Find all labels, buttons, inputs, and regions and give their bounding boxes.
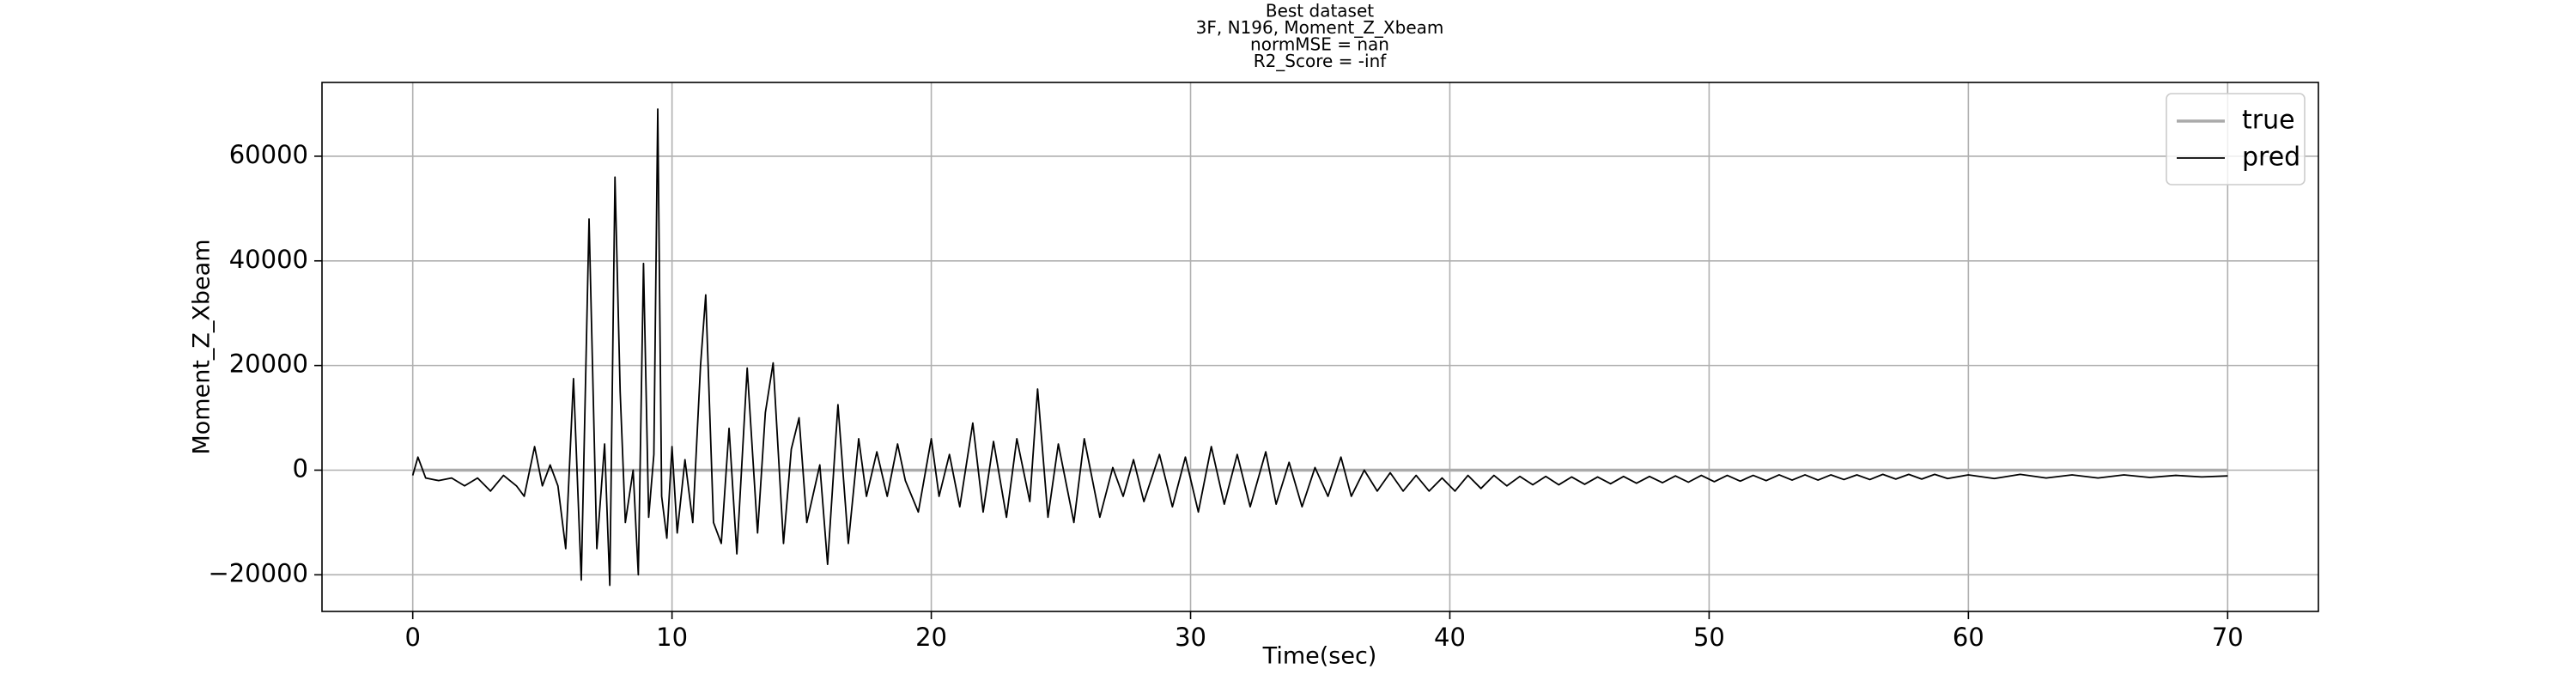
data-line — [411, 108, 2228, 587]
x-tick-label: 50 — [1693, 623, 1725, 652]
legend-frame — [2166, 93, 2306, 185]
x-axis-label: Time(sec) — [1262, 643, 1377, 670]
chart-title: R2_Score = -inf — [1254, 51, 1388, 71]
y-axis-label: Moment_Z_Xbeam — [189, 239, 216, 454]
y-tick-label: 60000 — [229, 140, 308, 169]
chart-title: 3F, N196, Moment_Z_Xbeam — [1196, 17, 1444, 38]
x-tick-label: 30 — [1175, 623, 1206, 652]
x-tick-label: 60 — [1953, 623, 1984, 652]
x-tick-label: 20 — [915, 623, 947, 652]
chart-title: Best dataset — [1266, 1, 1374, 21]
x-tick-label: 0 — [404, 623, 420, 652]
plot-frame — [321, 82, 2319, 612]
legend: true pred — [2166, 93, 2306, 185]
chart-title: normMSE = nan — [1250, 34, 1389, 55]
y-tick-label: 40000 — [229, 245, 308, 274]
legend-label: true — [2242, 106, 2295, 136]
y-tick-label: 0 — [293, 453, 308, 483]
x-tick-label: 10 — [656, 623, 688, 652]
x-tick-label: 40 — [1434, 623, 1466, 652]
y-tick-label: −20000 — [208, 558, 308, 587]
y-tick-label: 20000 — [229, 350, 308, 379]
legend-label: pred — [2242, 143, 2300, 173]
x-tick-label: 70 — [2212, 623, 2244, 652]
